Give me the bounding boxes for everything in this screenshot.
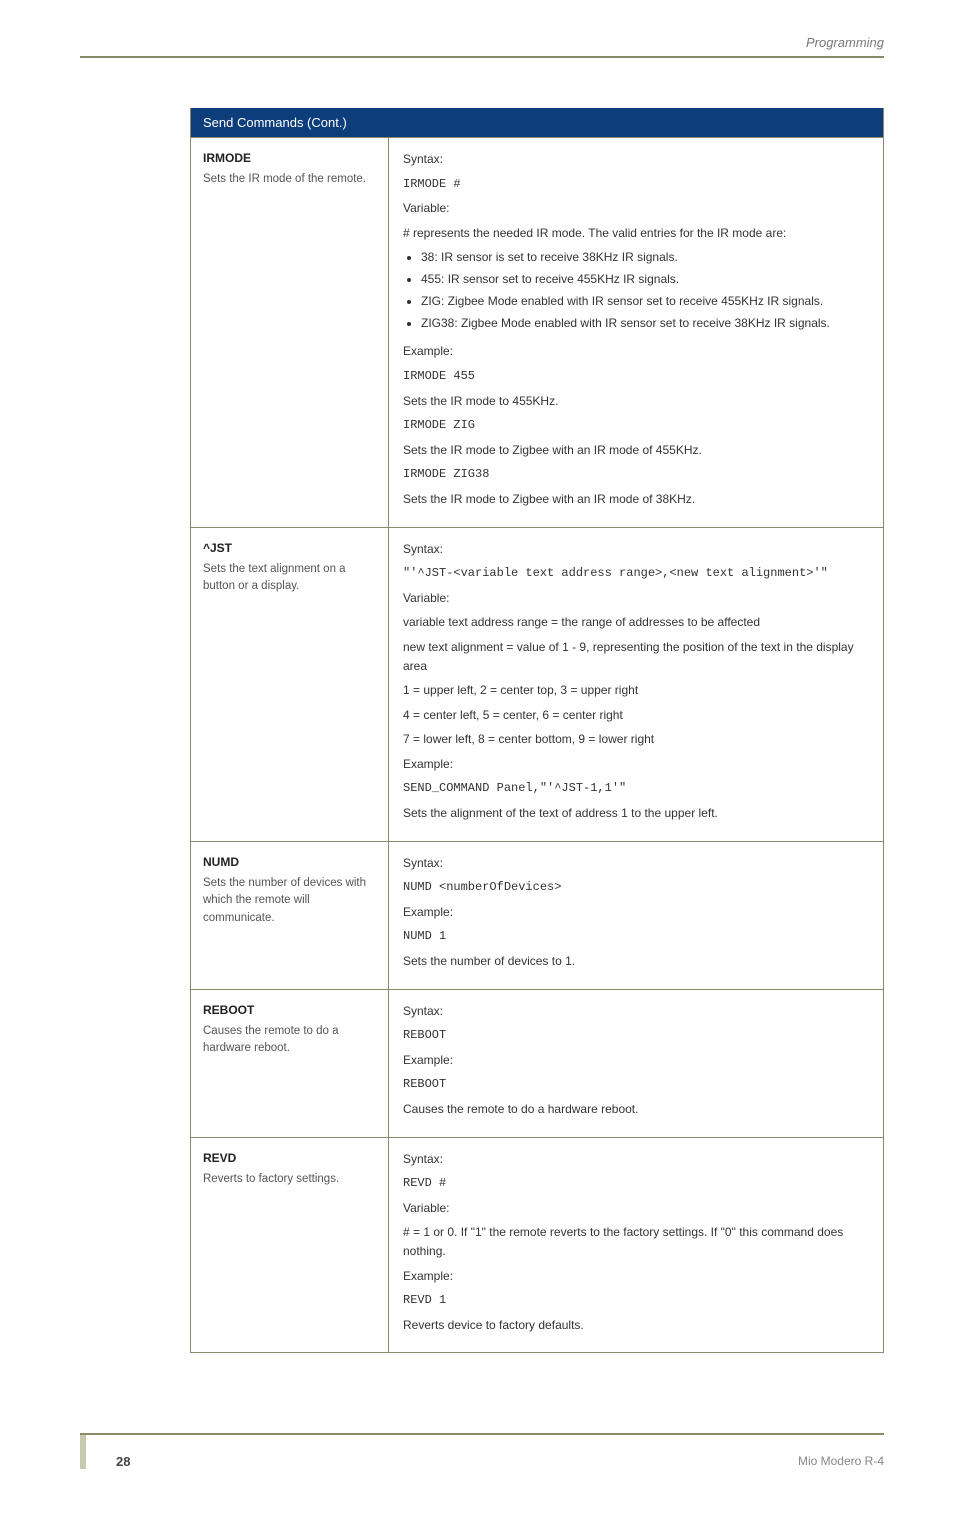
table-row: NUMD Sets the number of devices with whi…	[191, 842, 883, 990]
table-row: ^JST Sets the text alignment on a button…	[191, 528, 883, 842]
command-body-cell: Syntax: REBOOT Example: REBOOT Causes th…	[389, 990, 883, 1137]
variable-line: new text alignment = value of 1 - 9, rep…	[403, 638, 869, 675]
command-body-cell: Syntax: "'^JST-<variable text address ra…	[389, 528, 883, 841]
command-desc: Sets the number of devices with which th…	[203, 875, 378, 927]
example-text: Reverts device to factory defaults.	[403, 1316, 869, 1335]
command-desc: Sets the text alignment on a button or a…	[203, 561, 378, 596]
example-text: Sets the number of devices to 1.	[403, 952, 869, 971]
variable-label: Variable:	[403, 1199, 869, 1218]
list-item: ZIG: Zigbee Mode enabled with IR sensor …	[421, 292, 869, 310]
footer-text: 28 Mio Modero R-4	[86, 1454, 884, 1469]
example-text: Sets the IR mode to 455KHz.	[403, 392, 869, 411]
example-text: Sets the IR mode to Zigbee with an IR mo…	[403, 441, 869, 460]
example-code: IRMODE ZIG38	[403, 465, 869, 484]
example-label: Example:	[403, 755, 869, 774]
syntax-label: Syntax:	[403, 1002, 869, 1021]
command-body-cell: Syntax: REVD # Variable: # = 1 or 0. If …	[389, 1138, 883, 1353]
syntax-label: Syntax:	[403, 854, 869, 873]
variable-line: 4 = center left, 5 = center, 6 = center …	[403, 706, 869, 725]
example-code: NUMD 1	[403, 927, 869, 946]
page: Programming Send Commands (Cont.) IRMODE…	[0, 0, 954, 1519]
example-text: Sets the IR mode to Zigbee with an IR mo…	[403, 490, 869, 509]
example-label: Example:	[403, 1267, 869, 1286]
variable-text: # represents the needed IR mode. The val…	[403, 224, 869, 243]
example-label: Example:	[403, 342, 869, 361]
commands-table: Send Commands (Cont.) IRMODE Sets the IR…	[190, 108, 884, 1353]
syntax-code: NUMD <numberOfDevices>	[403, 878, 869, 897]
example-code: IRMODE ZIG	[403, 416, 869, 435]
command-body-cell: Syntax: IRMODE # Variable: # represents …	[389, 138, 883, 527]
command-body-cell: Syntax: NUMD <numberOfDevices> Example: …	[389, 842, 883, 989]
variable-line: variable text address range = the range …	[403, 613, 869, 632]
command-desc: Causes the remote to do a hardware reboo…	[203, 1023, 378, 1058]
command-name-cell: IRMODE Sets the IR mode of the remote.	[191, 138, 389, 527]
syntax-label: Syntax:	[403, 150, 869, 169]
example-code: SEND_COMMAND Panel,"'^JST-1,1'"	[403, 779, 869, 798]
command-name: ^JST	[203, 540, 378, 557]
product-name: Mio Modero R-4	[798, 1454, 884, 1469]
example-code: REBOOT	[403, 1075, 869, 1094]
page-number: 28	[116, 1454, 130, 1469]
example-text: Causes the remote to do a hardware reboo…	[403, 1100, 869, 1119]
example-label: Example:	[403, 1051, 869, 1070]
page-header: Programming	[80, 35, 884, 58]
table-title: Send Commands (Cont.)	[191, 108, 883, 138]
variable-label: Variable:	[403, 589, 869, 608]
list-item: 455: IR sensor set to receive 455KHz IR …	[421, 270, 869, 288]
command-name-cell: NUMD Sets the number of devices with whi…	[191, 842, 389, 989]
example-label: Example:	[403, 903, 869, 922]
variable-text: # = 1 or 0. If "1" the remote reverts to…	[403, 1223, 869, 1260]
variable-line: 1 = upper left, 2 = center top, 3 = uppe…	[403, 681, 869, 700]
command-name: REVD	[203, 1150, 378, 1167]
syntax-code: IRMODE #	[403, 175, 869, 194]
example-text: Sets the alignment of the text of addres…	[403, 804, 869, 823]
command-name: REBOOT	[203, 1002, 378, 1019]
command-desc: Sets the IR mode of the remote.	[203, 171, 378, 188]
example-code: REVD 1	[403, 1291, 869, 1310]
variable-label: Variable:	[403, 199, 869, 218]
command-name: NUMD	[203, 854, 378, 871]
syntax-label: Syntax:	[403, 1150, 869, 1169]
variable-list: 38: IR sensor is set to receive 38KHz IR…	[403, 248, 869, 332]
command-name-cell: REBOOT Causes the remote to do a hardwar…	[191, 990, 389, 1137]
header-section-name: Programming	[806, 35, 884, 50]
command-desc: Reverts to factory settings.	[203, 1171, 378, 1188]
syntax-code: "'^JST-<variable text address range>,<ne…	[403, 564, 869, 583]
command-name: IRMODE	[203, 150, 378, 167]
table-row: IRMODE Sets the IR mode of the remote. S…	[191, 138, 883, 528]
table-row: REBOOT Causes the remote to do a hardwar…	[191, 990, 883, 1138]
page-footer: 28 Mio Modero R-4	[80, 1433, 884, 1469]
syntax-label: Syntax:	[403, 540, 869, 559]
variable-line: 7 = lower left, 8 = center bottom, 9 = l…	[403, 730, 869, 749]
example-code: IRMODE 455	[403, 367, 869, 386]
command-name-cell: REVD Reverts to factory settings.	[191, 1138, 389, 1353]
table-row: REVD Reverts to factory settings. Syntax…	[191, 1138, 883, 1353]
command-name-cell: ^JST Sets the text alignment on a button…	[191, 528, 389, 841]
syntax-code: REVD #	[403, 1174, 869, 1193]
list-item: ZIG38: Zigbee Mode enabled with IR senso…	[421, 314, 869, 332]
syntax-code: REBOOT	[403, 1026, 869, 1045]
list-item: 38: IR sensor is set to receive 38KHz IR…	[421, 248, 869, 266]
